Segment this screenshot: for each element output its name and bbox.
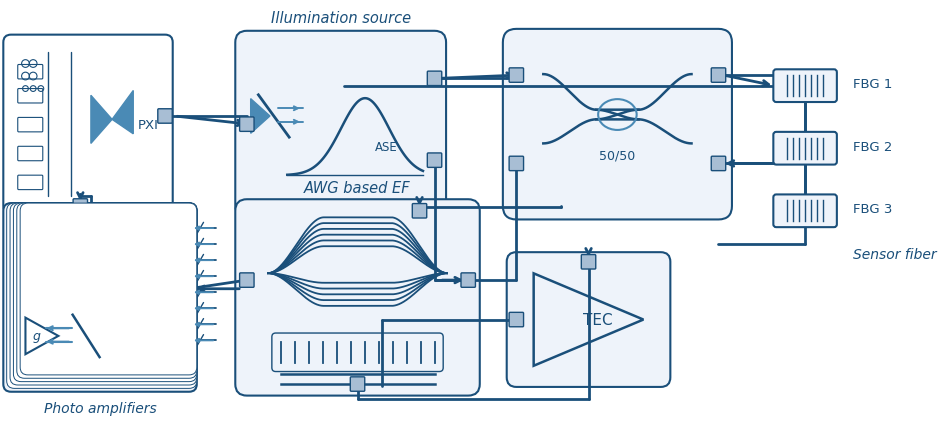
Text: ASE: ASE — [374, 141, 397, 154]
FancyBboxPatch shape — [774, 195, 837, 227]
FancyBboxPatch shape — [73, 199, 87, 214]
FancyBboxPatch shape — [509, 313, 523, 327]
FancyBboxPatch shape — [774, 132, 837, 165]
FancyBboxPatch shape — [240, 118, 254, 132]
Text: g: g — [32, 330, 41, 343]
FancyBboxPatch shape — [507, 253, 670, 387]
Text: Sensor fiber: Sensor fiber — [853, 248, 937, 262]
FancyBboxPatch shape — [351, 377, 365, 391]
FancyBboxPatch shape — [272, 333, 443, 371]
FancyBboxPatch shape — [13, 204, 197, 382]
Text: TEC: TEC — [583, 312, 613, 327]
FancyBboxPatch shape — [7, 204, 197, 389]
FancyBboxPatch shape — [711, 157, 725, 171]
FancyBboxPatch shape — [235, 200, 480, 396]
FancyBboxPatch shape — [509, 69, 523, 83]
Text: AWG based EF: AWG based EF — [304, 181, 410, 196]
FancyBboxPatch shape — [18, 118, 43, 132]
FancyBboxPatch shape — [581, 255, 595, 269]
FancyBboxPatch shape — [240, 273, 254, 288]
FancyBboxPatch shape — [20, 204, 197, 375]
FancyBboxPatch shape — [182, 282, 196, 296]
Polygon shape — [91, 96, 112, 144]
FancyBboxPatch shape — [3, 35, 173, 214]
Polygon shape — [250, 99, 270, 134]
FancyBboxPatch shape — [412, 204, 427, 219]
FancyBboxPatch shape — [509, 157, 523, 171]
FancyBboxPatch shape — [18, 147, 43, 161]
FancyBboxPatch shape — [711, 69, 725, 83]
Polygon shape — [112, 91, 134, 135]
FancyBboxPatch shape — [3, 204, 197, 392]
FancyBboxPatch shape — [18, 176, 43, 190]
FancyBboxPatch shape — [774, 70, 837, 103]
Text: 50/50: 50/50 — [599, 149, 635, 162]
FancyBboxPatch shape — [502, 30, 732, 220]
FancyBboxPatch shape — [428, 154, 442, 168]
Text: Illumination source: Illumination source — [270, 11, 410, 26]
FancyBboxPatch shape — [18, 89, 43, 104]
FancyBboxPatch shape — [17, 204, 197, 378]
Text: FBG 1: FBG 1 — [853, 78, 893, 91]
FancyBboxPatch shape — [428, 72, 442, 86]
Text: FBG 2: FBG 2 — [853, 141, 893, 153]
FancyBboxPatch shape — [235, 32, 447, 218]
FancyBboxPatch shape — [461, 273, 476, 288]
Text: PXI: PXI — [138, 118, 159, 131]
FancyBboxPatch shape — [157, 109, 173, 124]
Text: FBG 3: FBG 3 — [853, 203, 893, 216]
FancyBboxPatch shape — [10, 204, 197, 385]
FancyBboxPatch shape — [18, 65, 43, 80]
Text: Photo amplifiers: Photo amplifiers — [44, 401, 156, 415]
